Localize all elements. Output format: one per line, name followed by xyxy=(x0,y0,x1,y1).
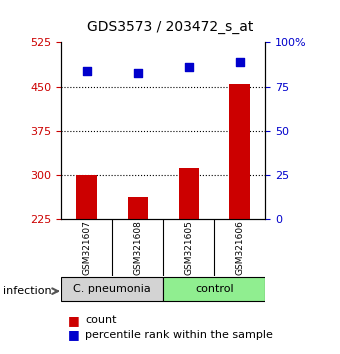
Text: count: count xyxy=(85,315,117,325)
Point xyxy=(237,59,242,65)
Text: infection: infection xyxy=(3,286,52,296)
Text: GSM321605: GSM321605 xyxy=(184,220,193,275)
Bar xyxy=(128,197,148,219)
Text: GSM321608: GSM321608 xyxy=(133,220,142,275)
Bar xyxy=(178,168,199,219)
Bar xyxy=(76,175,97,219)
Text: GDS3573 / 203472_s_at: GDS3573 / 203472_s_at xyxy=(87,19,253,34)
Text: ■: ■ xyxy=(68,328,80,341)
Text: GSM321607: GSM321607 xyxy=(82,220,91,275)
Text: control: control xyxy=(195,284,234,295)
FancyBboxPatch shape xyxy=(61,278,163,301)
Point xyxy=(84,68,89,74)
Point xyxy=(186,64,191,70)
Text: C. pneumonia: C. pneumonia xyxy=(73,284,151,295)
Bar xyxy=(230,84,250,219)
Text: GSM321606: GSM321606 xyxy=(235,220,244,275)
Point xyxy=(135,70,140,75)
Text: percentile rank within the sample: percentile rank within the sample xyxy=(85,330,273,339)
FancyBboxPatch shape xyxy=(163,278,265,301)
Text: ■: ■ xyxy=(68,314,80,327)
